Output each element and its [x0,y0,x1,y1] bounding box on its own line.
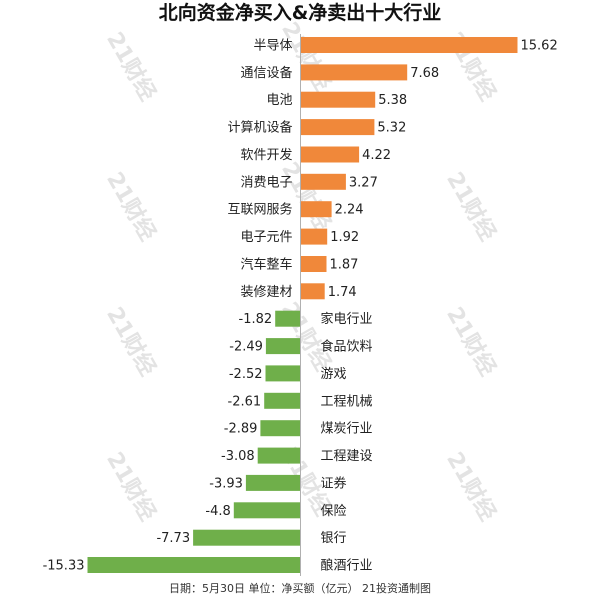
value-label-6: 3.27 [349,175,378,190]
category-label-3: 电池 [266,93,292,108]
watermark-text: 21财经 [276,158,336,236]
category-label-18: 保险 [321,504,347,519]
category-label-19: 银行 [321,531,347,546]
category-label-5: 软件开发 [240,147,292,163]
bar-12 [265,338,301,355]
bar-10 [300,283,325,300]
bars-layer [87,37,518,573]
watermark-text: 21财经 [276,298,336,376]
watermark-text: 21财经 [101,303,161,381]
value-label-12: -2.49 [229,340,263,355]
value-label-4: 5.32 [377,121,406,136]
value-label-5: 4.22 [362,148,391,163]
value-label-3: 5.38 [378,93,407,108]
category-label-15: 煤炭行业 [321,422,373,437]
category-label-10: 装修建材 [240,285,292,300]
bar-3 [300,91,376,108]
category-label-20: 酿酒行业 [321,558,373,574]
watermark-text: 21财经 [101,28,161,106]
labels-layer: 半导体 15.62 通信设备 7.68 电池 5.38 计算机设备 5.32 软件开发 4.22 消… [43,39,558,574]
bar-8 [300,228,328,245]
footnote: 日期：5月30日 单位：净买额（亿元） 21投资通制图 [169,581,431,595]
bar-6 [300,173,346,190]
bar-5 [300,146,360,163]
bar-7 [300,201,332,218]
chart-title: 北向资金净买入&净卖出十大行业 [159,1,442,24]
value-label-17: -3.93 [209,476,243,491]
bar-4 [300,119,375,136]
bar-11 [275,310,301,327]
bar-15 [260,420,301,437]
category-label-12: 食品饮料 [321,339,373,355]
category-label-8: 电子元件 [240,230,292,245]
bar-1 [300,37,518,53]
category-label-16: 工程建设 [321,449,373,464]
category-label-7: 互联网服务 [227,202,292,218]
value-label-11: -1.82 [239,312,273,327]
category-label-14: 工程机械 [321,394,373,409]
bar-13 [265,365,301,382]
category-label-13: 游戏 [321,367,347,382]
value-label-18: -4.8 [205,504,230,519]
value-label-7: 2.24 [335,203,364,218]
value-label-20: -15.33 [43,559,85,574]
watermark-text: 21财经 [276,18,336,96]
value-label-9: 1.87 [330,258,359,273]
category-label-17: 证券 [321,475,347,491]
value-label-16: -3.08 [221,449,255,464]
value-label-15: -2.89 [224,422,258,437]
watermark-text: 21财经 [441,448,501,526]
value-label-8: 1.92 [330,230,359,245]
category-label-11: 家电行业 [321,311,373,327]
category-label-9: 汽车整车 [240,257,292,273]
value-label-1: 15.62 [521,39,558,54]
watermark-text: 21财经 [101,448,161,526]
value-label-2: 7.68 [410,66,439,81]
category-label-2: 通信设备 [240,65,292,81]
value-label-10: 1.74 [328,285,357,300]
watermark-text: 21财经 [441,303,501,381]
bar-20 [87,557,301,573]
bar-16 [257,447,301,464]
value-label-14: -2.61 [228,394,262,409]
bar-17 [245,474,301,491]
bar-19 [193,529,301,546]
watermark-text: 21财经 [101,168,161,246]
bar-18 [233,502,301,519]
watermark-text: 21财经 [441,168,501,246]
value-label-13: -2.52 [229,367,263,382]
bar-2 [300,64,408,81]
category-label-4: 计算机设备 [227,120,292,136]
bar-9 [300,256,327,272]
value-label-19: -7.73 [156,531,190,546]
bar-14 [264,392,301,409]
category-label-6: 消费电子 [240,175,292,190]
category-label-1: 半导体 [253,39,292,54]
